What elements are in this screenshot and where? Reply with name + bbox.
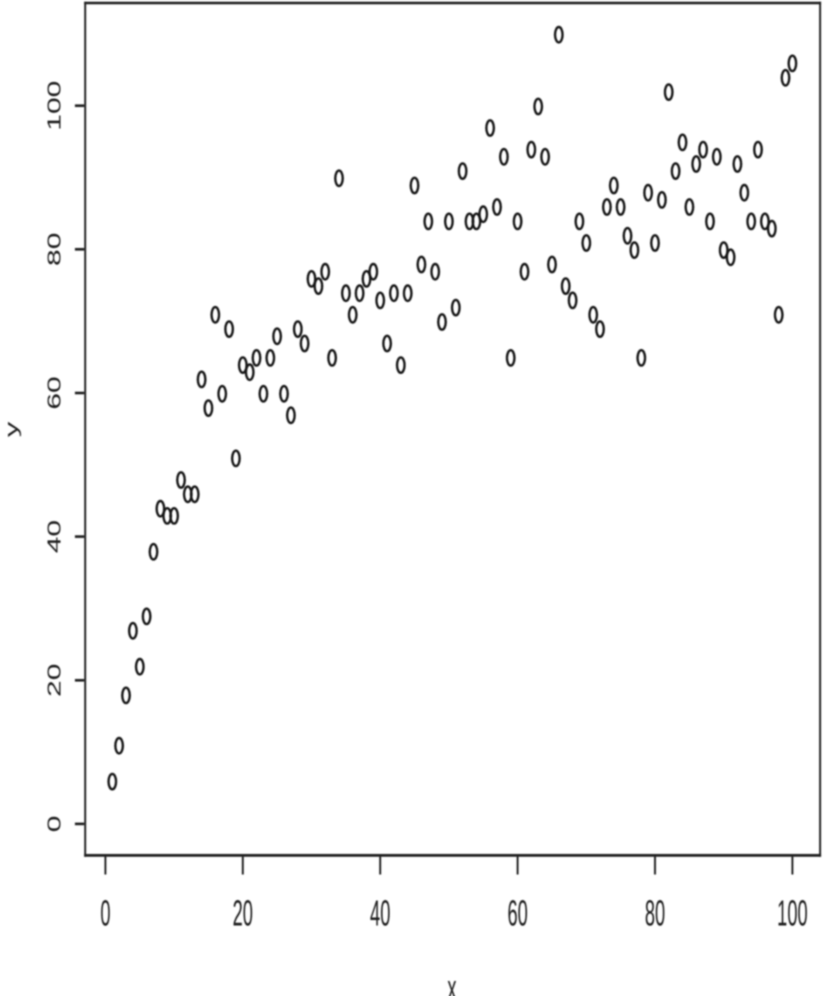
svg-text:20: 20 bbox=[44, 664, 65, 697]
svg-text:60: 60 bbox=[507, 894, 527, 934]
svg-text:60: 60 bbox=[44, 376, 65, 409]
svg-text:0: 0 bbox=[44, 816, 65, 833]
svg-text:40: 40 bbox=[44, 520, 65, 553]
svg-text:40: 40 bbox=[370, 894, 390, 934]
svg-text:80: 80 bbox=[645, 894, 665, 934]
svg-text:0: 0 bbox=[100, 894, 110, 934]
svg-text:100: 100 bbox=[777, 894, 807, 934]
svg-text:80: 80 bbox=[44, 233, 65, 266]
svg-text:x: x bbox=[447, 968, 456, 996]
svg-text:100: 100 bbox=[44, 81, 65, 131]
svg-text:20: 20 bbox=[233, 894, 253, 934]
svg-text:y: y bbox=[2, 421, 22, 437]
